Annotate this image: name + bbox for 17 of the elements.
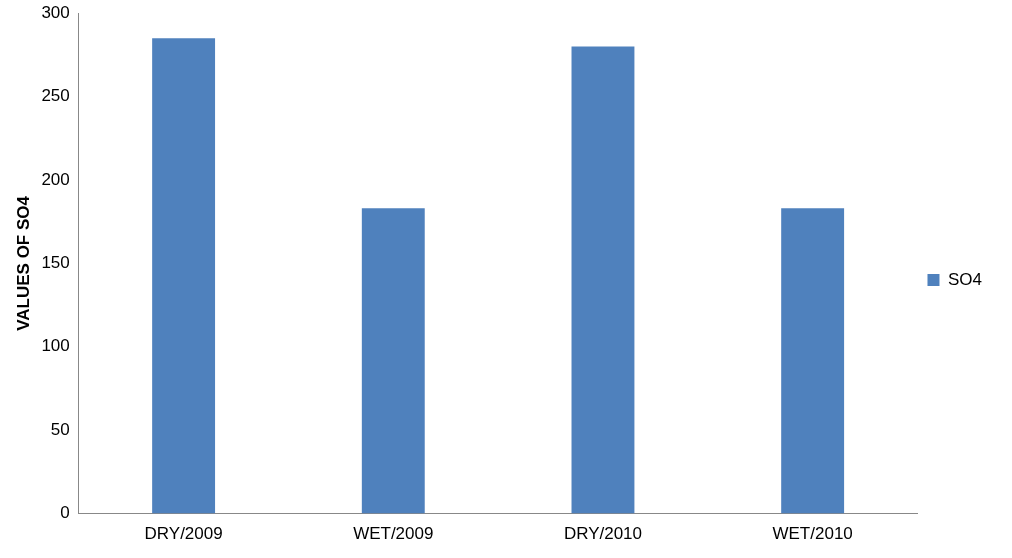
- x-tick-label: WET/2010: [772, 524, 853, 544]
- y-tick-label: 250: [41, 86, 70, 106]
- x-tick-label: DRY/2009: [144, 524, 223, 544]
- y-tick-label: 0: [60, 503, 70, 523]
- bar: [152, 38, 216, 514]
- y-axis-title: VALUES OF SO4: [13, 195, 33, 331]
- y-tick-label: 100: [41, 336, 70, 356]
- x-tick-label: DRY/2010: [563, 524, 643, 544]
- bar: [781, 208, 845, 514]
- legend-label: SO4: [947, 269, 983, 289]
- x-tick-label: WET/2009: [353, 524, 434, 544]
- y-tick-label: 50: [50, 419, 70, 439]
- y-tick-label: 150: [41, 253, 70, 273]
- bar: [361, 208, 425, 514]
- y-tick-label: 200: [41, 169, 70, 189]
- y-tick-label: 300: [41, 2, 70, 22]
- bar: [571, 46, 635, 514]
